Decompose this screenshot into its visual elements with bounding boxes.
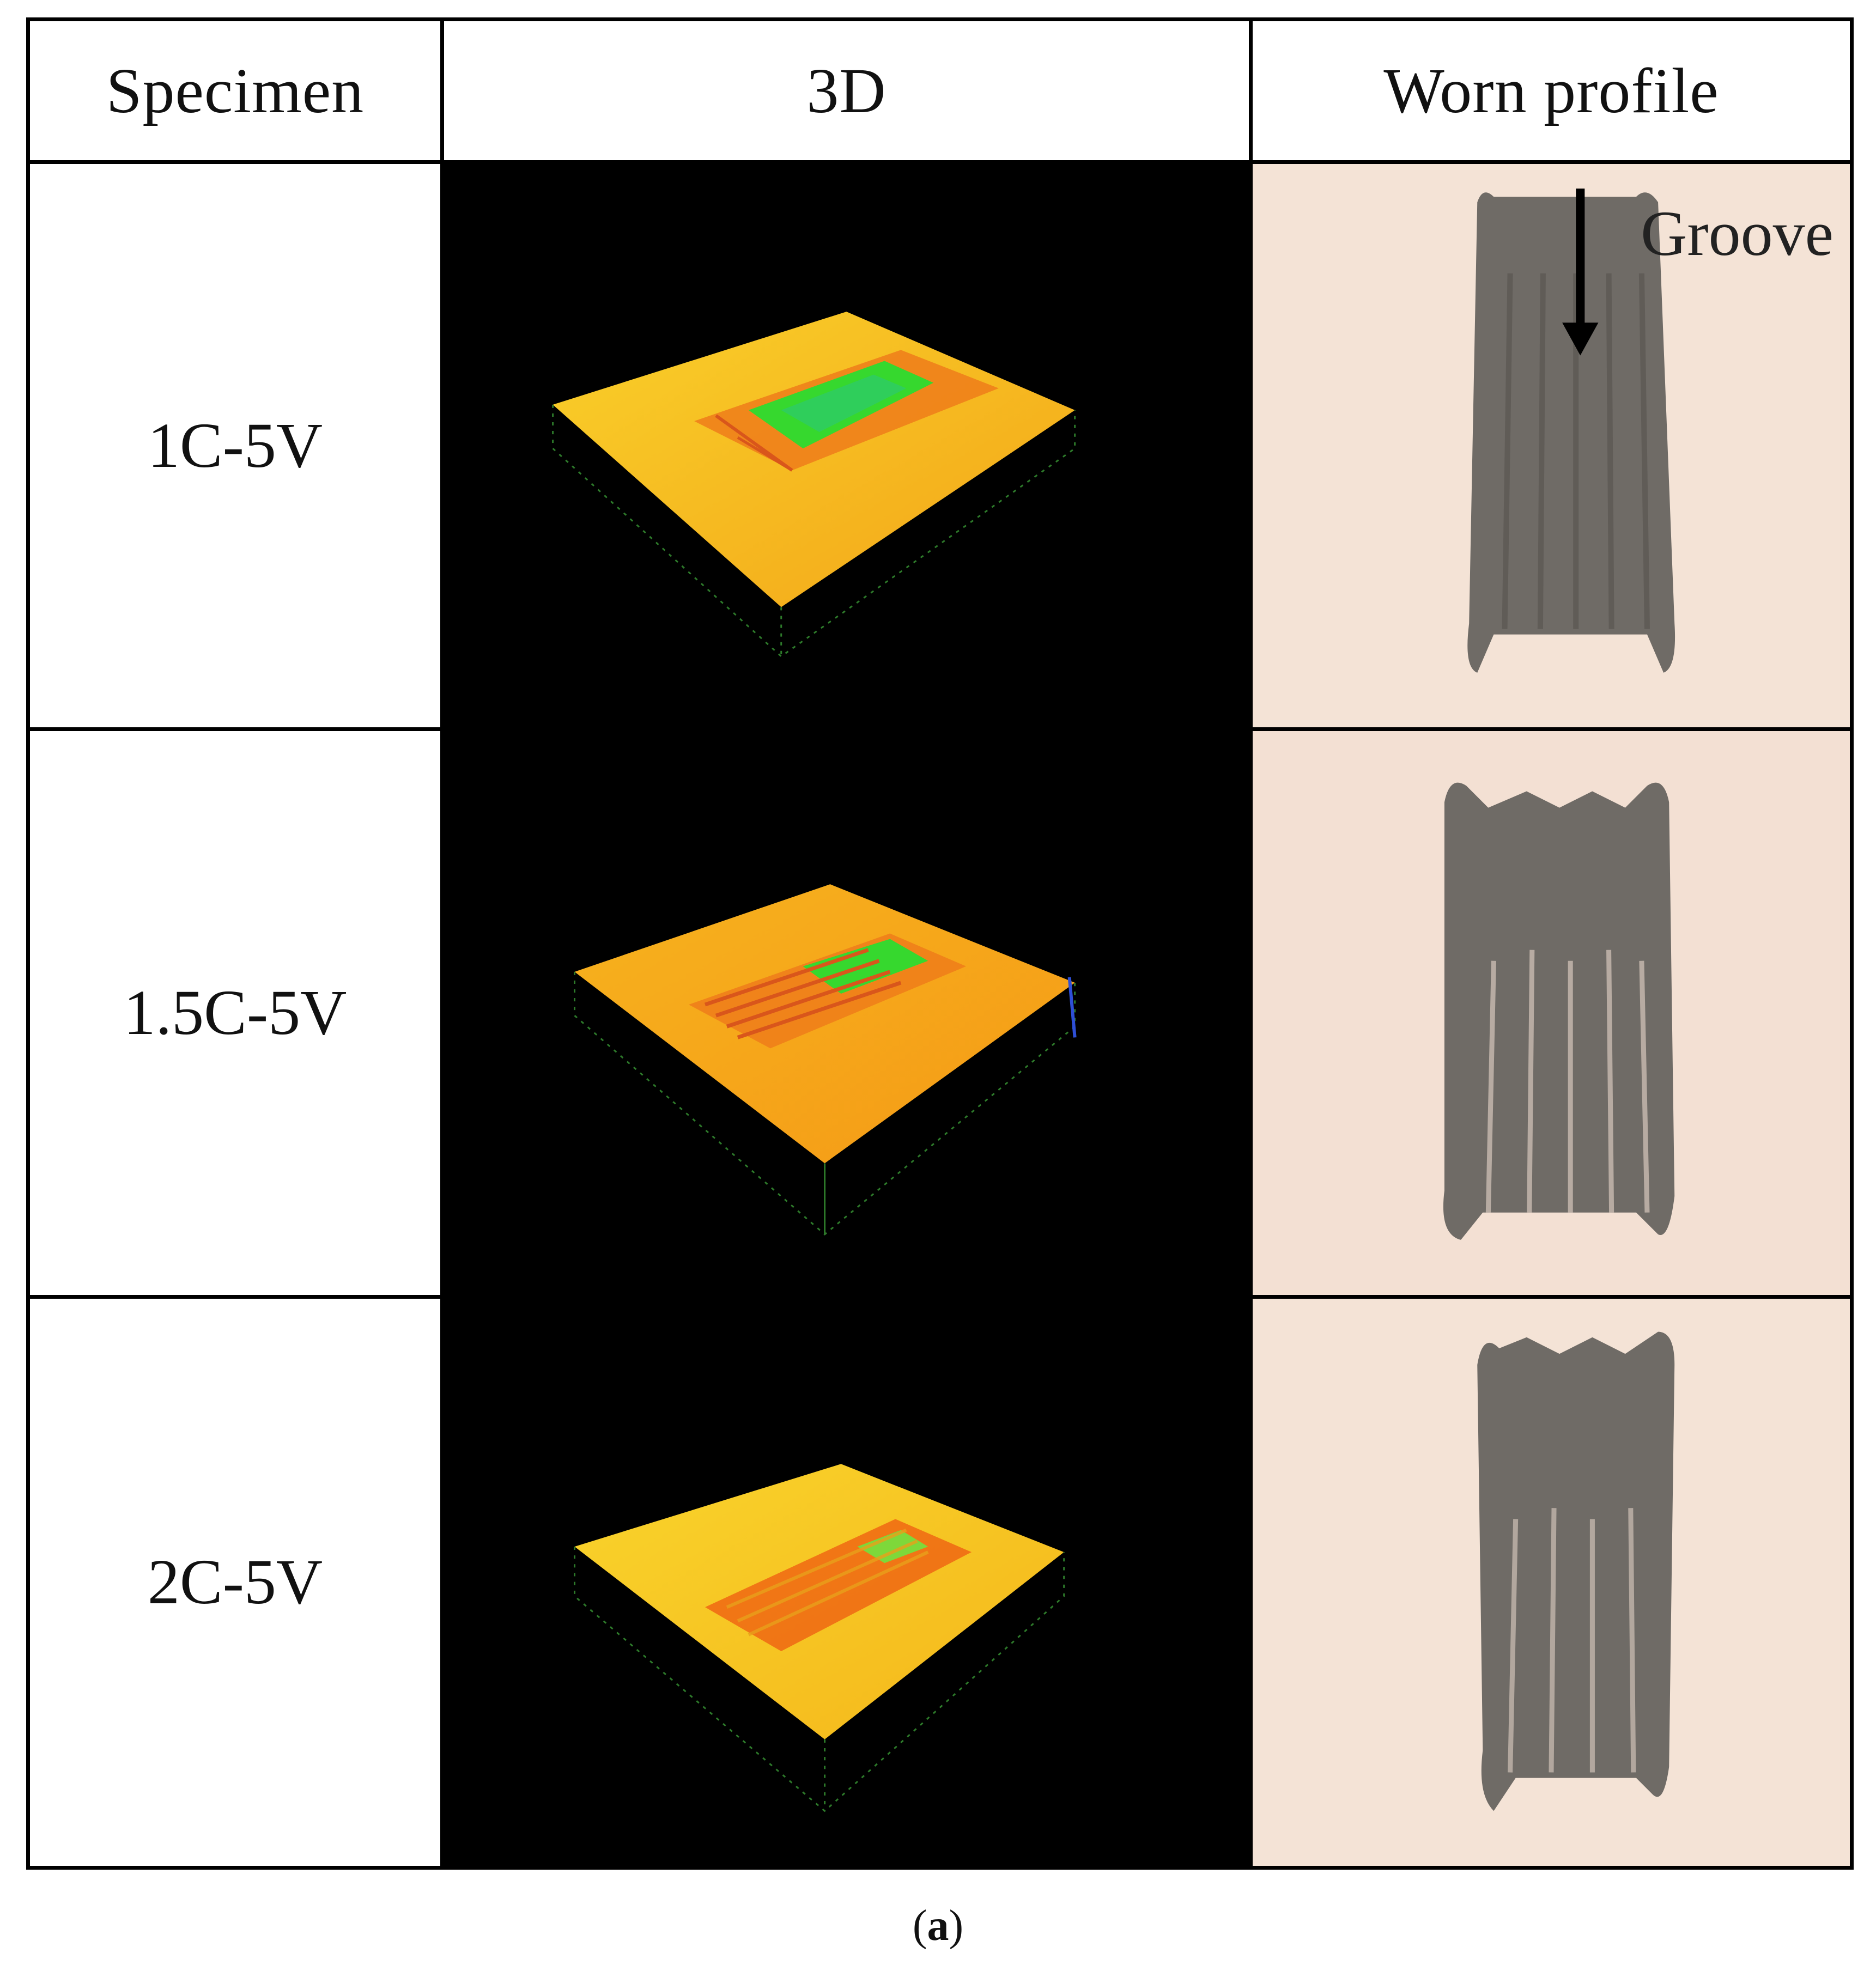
surface-3d-plot	[574, 1463, 1065, 1812]
surface-3d-plot	[574, 884, 1077, 1236]
specimen-label-1: 1C-5V	[30, 164, 444, 732]
specimen-label-3: 2C-5V	[30, 1298, 444, 1866]
worn-profile-image-2	[1253, 731, 1850, 1299]
surface-3d-image-3	[444, 1298, 1253, 1866]
figure-caption: (a)	[912, 1902, 964, 1950]
groove-annotation: Groove	[1641, 198, 1833, 269]
surface-3d-image-2	[444, 731, 1253, 1299]
wear-groove-track	[1477, 1331, 1675, 1811]
groove-arrow-shaft	[1576, 188, 1585, 331]
worn-profile-image-3	[1253, 1298, 1850, 1866]
groove-arrow-head	[1562, 323, 1599, 356]
wear-groove-track	[1467, 192, 1675, 673]
header-specimen: Specimen	[30, 21, 444, 164]
axis-frame	[574, 972, 1076, 1236]
specimen-label-2: 1.5C-5V	[30, 731, 444, 1299]
surface-3d-image-1	[444, 164, 1253, 732]
figure-table: Specimen 3D Worn profile 1C-5V	[26, 17, 1854, 1870]
worn-profile-micrograph	[1253, 164, 1850, 728]
worn-profile-image-1: Groove	[1253, 164, 1850, 732]
wear-region-green	[857, 1530, 928, 1563]
caption-letter: a	[927, 1902, 949, 1950]
worn-profile-micrograph	[1253, 731, 1850, 1295]
wear-groove-track	[1443, 783, 1675, 1240]
axis-frame	[552, 404, 1076, 658]
header-3d: 3D	[444, 21, 1253, 164]
surface-3d-plot	[552, 312, 1076, 658]
worn-profile-micrograph	[1253, 1298, 1850, 1866]
header-worn-profile: Worn profile	[1253, 21, 1850, 164]
